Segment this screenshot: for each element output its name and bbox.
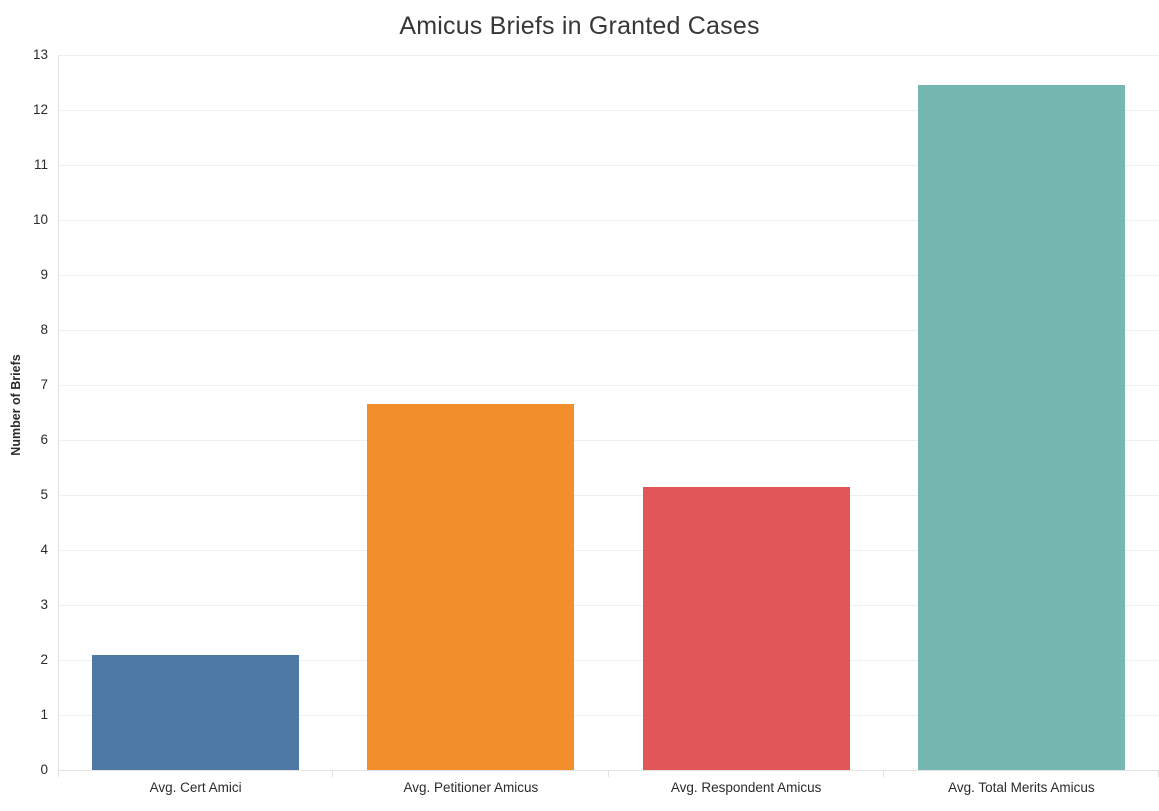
y-tick-label-9: 9 — [40, 267, 48, 282]
gridline-y-1 — [58, 714, 1159, 716]
gridline-y-11 — [58, 164, 1159, 166]
y-axis-line — [58, 55, 59, 777]
x-axis-tick-2 — [607, 770, 609, 777]
y-tick-label-11: 11 — [33, 157, 48, 172]
gridline-y-6 — [58, 439, 1159, 441]
gridline-y-9 — [58, 274, 1159, 276]
gridline-y-4 — [58, 549, 1159, 551]
gridline-y-13 — [58, 54, 1159, 56]
x-tick-label-4: Avg. Total Merits Amicus — [948, 780, 1095, 795]
bar-avg-total-merits-amicus — [917, 85, 1125, 770]
gridline-y-12 — [58, 109, 1159, 111]
y-tick-label-12: 12 — [32, 102, 48, 117]
y-tick-label-4: 4 — [40, 542, 48, 557]
y-tick-label-5: 5 — [40, 487, 48, 502]
y-tick-label-1: 1 — [40, 707, 48, 722]
gridline-y-2 — [58, 659, 1159, 661]
x-axis-tick-1 — [332, 770, 334, 777]
y-tick-label-3: 3 — [40, 597, 48, 612]
x-axis-tick-3 — [882, 770, 884, 777]
y-tick-label-6: 6 — [40, 432, 48, 447]
y-tick-label-0: 0 — [40, 762, 48, 777]
bar-avg-cert-amici — [92, 654, 300, 770]
x-axis-line — [58, 770, 1159, 771]
bar-avg-respondent-amicus — [642, 486, 850, 770]
x-tick-label-3: Avg. Respondent Amicus — [670, 780, 822, 795]
x-tick-label-1: Avg. Cert Amici — [149, 780, 242, 795]
gridline-y-7 — [58, 384, 1159, 386]
y-tick-label-10: 10 — [32, 212, 48, 227]
gridline-y-3 — [58, 604, 1159, 606]
y-tick-label-13: 13 — [32, 47, 48, 62]
chart-title: Amicus Briefs in Granted Cases — [399, 12, 760, 40]
gridline-y-10 — [58, 219, 1159, 221]
y-tick-label-2: 2 — [40, 652, 48, 667]
x-tick-label-2: Avg. Petitioner Amicus — [403, 780, 539, 795]
gridline-y-5 — [58, 494, 1159, 496]
y-tick-label-7: 7 — [40, 377, 48, 392]
bar-avg-petitioner-amicus — [367, 404, 575, 770]
gridline-y-8 — [58, 329, 1159, 331]
y-tick-label-8: 8 — [40, 322, 48, 337]
